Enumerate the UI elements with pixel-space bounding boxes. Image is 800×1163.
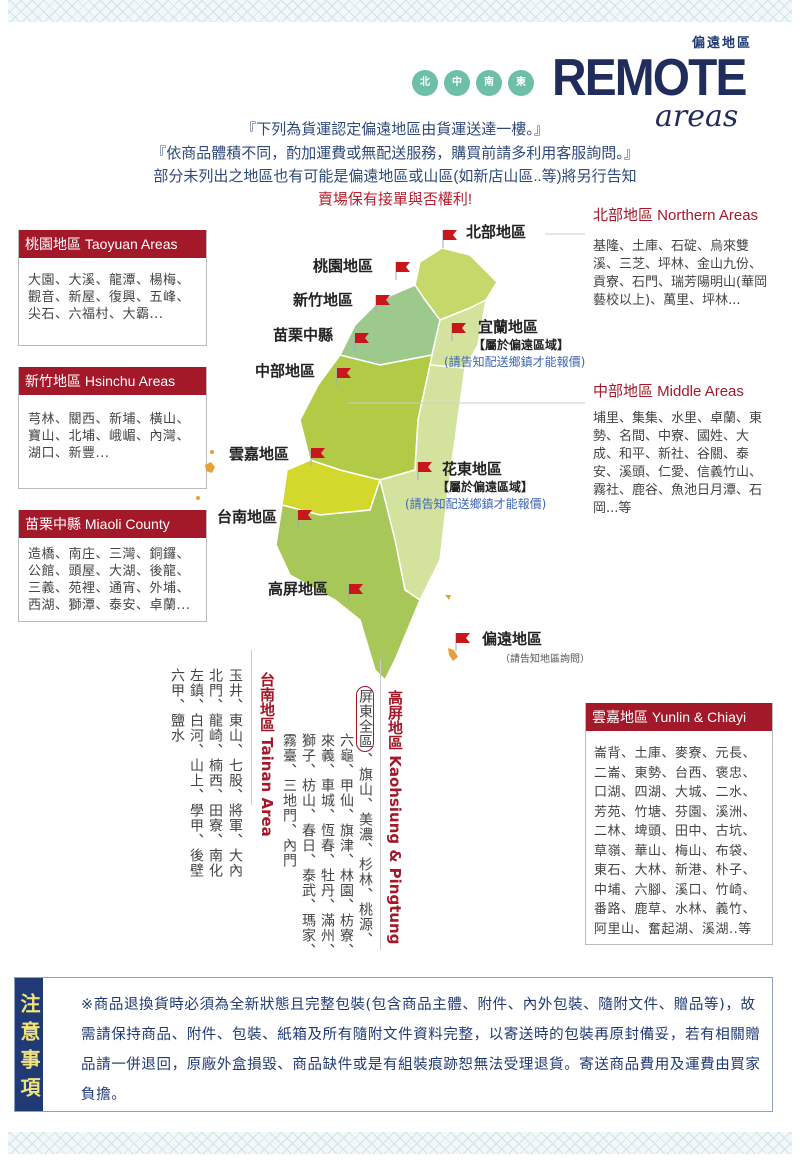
kaoping-col-1-text: 、旗山、美濃、杉林、桃源、 bbox=[357, 752, 373, 947]
notice-text: ※商品退換貨時必須為全新狀態且完整包裝(包含商品主體、附件、內外包裝、隨附文件、… bbox=[81, 997, 761, 1103]
circle-middle: 中 bbox=[444, 70, 470, 96]
yilan-note-2: (請告知配送鄉鎮才能報價) bbox=[444, 355, 586, 369]
circle-north: 北 bbox=[412, 70, 438, 96]
taoyuan-text: 大園、大溪、龍潭、楊梅、觀音、新屋、復興、五峰、尖石、六福村、大霸... bbox=[28, 273, 191, 322]
yilan-note: 【屬於偏遠區域】 bbox=[473, 338, 570, 352]
kaoping-divider bbox=[380, 660, 381, 950]
intro-line-1: 『下列為貨運認定偏遠地區由貨運送達一樓。』 bbox=[241, 121, 549, 138]
map-label-hualien: 花東地區 bbox=[442, 460, 503, 478]
notice-label: 注意事項 bbox=[15, 978, 43, 1111]
map-label-yilan: 宜蘭地區 bbox=[478, 318, 539, 336]
kaoping-col-4: 獅子、枋山、春日、泰武、瑪家、 bbox=[300, 733, 316, 958]
yunchia-box: 雲嘉地區 Yunlin & Chiayi 崙背、土庫、麥寮、元長、二崙、東勢、台… bbox=[585, 703, 773, 945]
map-label-miaoli: 苗栗中縣 bbox=[273, 326, 334, 344]
taiwan-map bbox=[196, 230, 585, 682]
northern-title: 北部地區 Northern Areas bbox=[593, 207, 759, 224]
taoyuan-title: 桃園地區 Taoyuan Areas bbox=[19, 230, 206, 258]
kaoping-col-3: 來義、車城、恆春、牡丹、滿州、 bbox=[319, 733, 335, 958]
kaoping-col-2: 六龜、甲仙、旗津、林園、枋寮、 bbox=[338, 733, 354, 958]
header-subtitle: 偏遠地區 bbox=[692, 36, 753, 51]
miaoli-box: 苗栗中縣 Miaoli County 造橋、南庄、三灣、銅鑼、公館、頭屋、大湖、… bbox=[18, 510, 207, 622]
hsinchu-box: 新竹地區 Hsinchu Areas 芎林、關西、新埔、橫山、寶山、北埔、峨嵋、… bbox=[18, 367, 207, 489]
pingtung-all-highlight: 屏東全區 bbox=[356, 686, 374, 752]
header-script: areas bbox=[655, 99, 739, 134]
map-label-middle: 中部地區 bbox=[255, 362, 316, 380]
map-label-taoyuan: 桃園地區 bbox=[313, 257, 374, 275]
intro-line-2: 『依商品體積不同，酌加運費或無配送服務，購買前請多利用客服詢問。』 bbox=[151, 145, 639, 162]
map-label-north: 北部地區 bbox=[466, 223, 527, 241]
islands bbox=[196, 450, 458, 661]
middle-title: 中部地區 Middle Areas bbox=[593, 383, 744, 400]
tainan-col-2: 北門、龍崎、楠西、田寮、南化 bbox=[207, 668, 223, 878]
region-south bbox=[275, 477, 421, 682]
middle-text: 埔里、集集、水里、卓蘭、東勢、名間、中寮、國姓、大成、和平、新社、谷關、泰安、溪… bbox=[593, 411, 763, 516]
intro-line-4: 賣場保有接單與否權利! bbox=[317, 191, 473, 208]
hsinchu-title: 新竹地區 Hsinchu Areas bbox=[19, 367, 206, 395]
miaoli-title: 苗栗中縣 Miaoli County bbox=[19, 510, 206, 538]
region-middle bbox=[299, 354, 433, 481]
bottom-pattern bbox=[8, 1132, 792, 1154]
kaoping-title: 高屏地區 Kaohsiung & Pingtung bbox=[386, 690, 404, 945]
kaoping-col-1: 屏東全區、旗山、美濃、杉林、桃源、 bbox=[356, 686, 374, 947]
circle-south: 南 bbox=[476, 70, 502, 96]
notice-box: 注意事項 ※商品退換貨時必須為全新狀態且完整包裝(包含商品主體、附件、內外包裝、… bbox=[14, 977, 773, 1112]
tainan-divider bbox=[251, 650, 252, 805]
map-label-hsinchu: 新竹地區 bbox=[293, 291, 354, 309]
yunchia-text: 崙背、土庫、麥寮、元長、二崙、東勢、台西、褒忠、口湖、四湖、大城、二水、芳苑、竹… bbox=[594, 746, 757, 937]
flags bbox=[297, 230, 470, 651]
top-pattern bbox=[8, 0, 792, 22]
hualien-note-2: (請告知配送鄉鎮才能報價) bbox=[405, 497, 547, 511]
hsinchu-text: 芎林、關西、新埔、橫山、寶山、北埔、峨嵋、內灣、湖口、新豐... bbox=[28, 412, 191, 461]
tainan-title: 台南地區 Tainan Area bbox=[258, 672, 276, 837]
map-label-kaoping: 高屏地區 bbox=[268, 580, 329, 598]
yunchia-title: 雲嘉地區 Yunlin & Chiayi bbox=[586, 703, 772, 731]
intro-line-3: 部分未列出之地區也有可能是偏遠地區或山區(如新店山區..等)將另行告知 bbox=[153, 168, 637, 185]
map-label-tainan: 台南地區 bbox=[217, 508, 278, 526]
map-label-yunchia: 雲嘉地區 bbox=[229, 445, 290, 463]
northern-text: 基隆、土庫、石碇、烏來雙溪、三芝、坪林、金山九份、貢寮、石門、瑞芳陽明山(華岡藝… bbox=[593, 239, 768, 308]
header-title: REMOTE bbox=[552, 49, 747, 107]
tainan-col-3: 左鎮、白河、山上、學甲、後壁 bbox=[188, 668, 204, 878]
remote-note: （請告知地區詢問） bbox=[500, 654, 590, 665]
kaoping-col-5: 霧臺、三地門、內門 bbox=[281, 733, 297, 868]
tainan-col-4: 六甲、鹽水 bbox=[169, 668, 185, 743]
taoyuan-box: 桃園地區 Taoyuan Areas 大園、大溪、龍潭、楊梅、觀音、新屋、復興、… bbox=[18, 230, 207, 346]
map-label-remote: 偏遠地區 bbox=[482, 630, 543, 648]
hualien-note: 【屬於偏遠區域】 bbox=[437, 480, 534, 494]
miaoli-text: 造橋、南庄、三灣、銅鑼、公館、頭屋、大湖、後龍、三義、苑裡、通宵、外埔、西湖、獅… bbox=[28, 547, 191, 613]
tainan-col-1: 玉井、東山、七股、將軍、大內 bbox=[227, 668, 243, 878]
circle-east: 東 bbox=[508, 70, 534, 96]
